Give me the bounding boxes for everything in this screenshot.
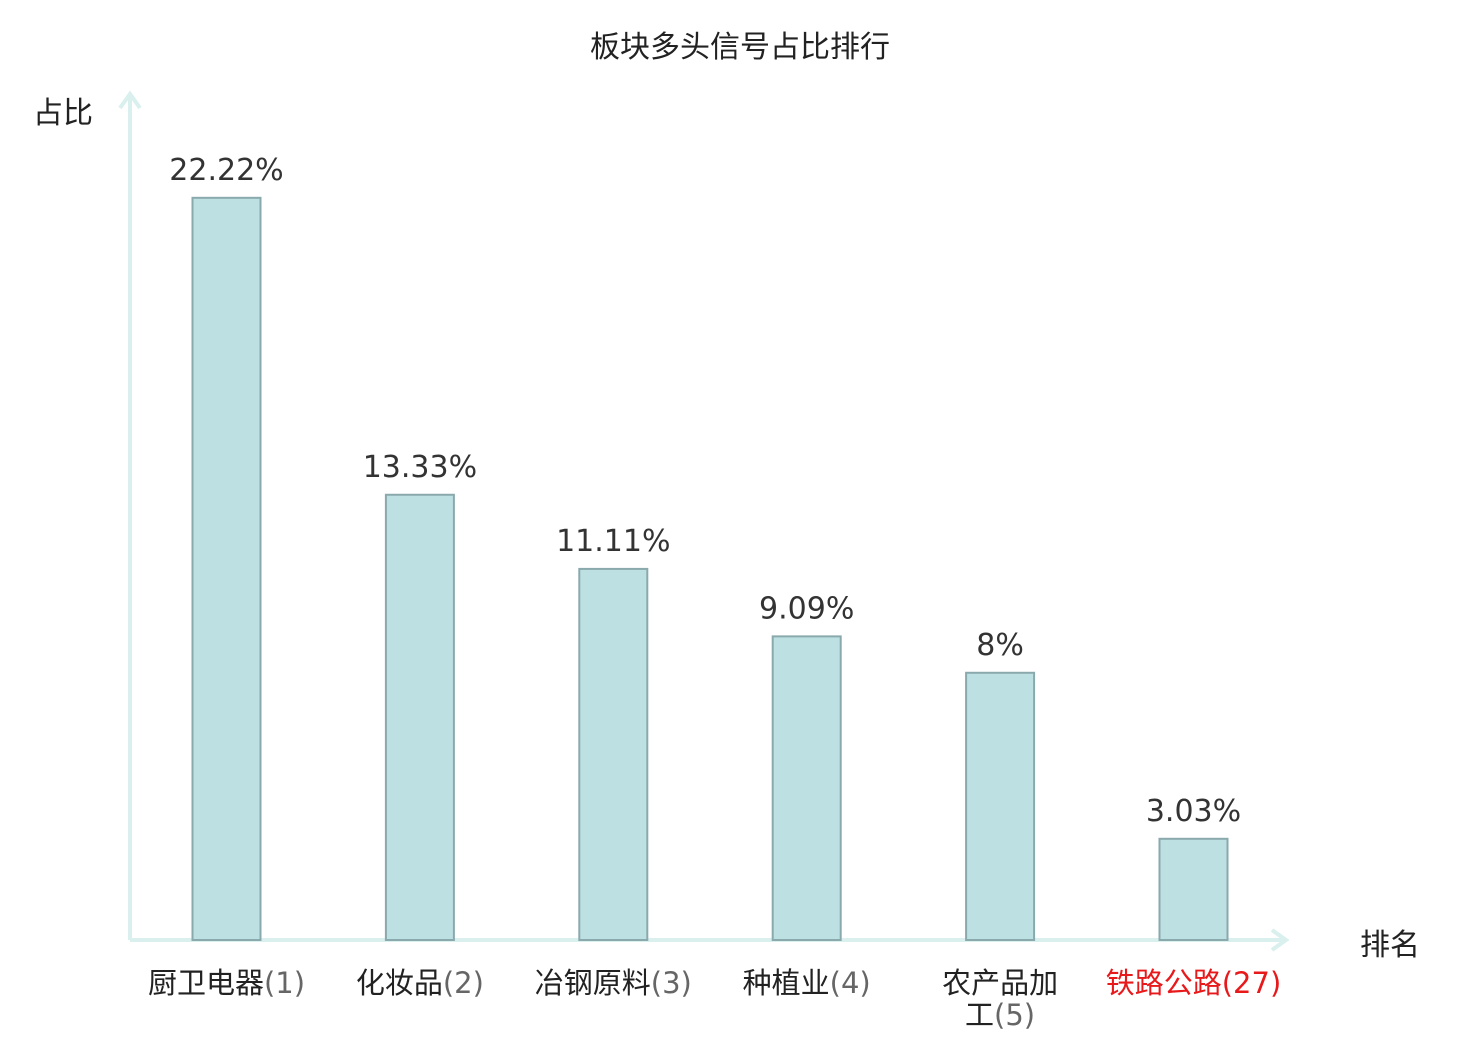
value-label: 22.22% [169,153,283,188]
x-axis-label: 排名 [1360,928,1420,963]
category-name: 铁路公路 [1105,966,1222,1000]
category-label: 农产品加工(5) [930,967,1070,1031]
y-axis-label: 占比 [33,96,93,131]
value-label: 8% [976,628,1024,663]
y-axis-arrow [118,90,142,110]
category-name: 化妆品 [355,966,443,1000]
category-name: 农产品加工 [942,966,1059,1032]
category-rank: (27) [1221,966,1282,1000]
category-name: 冶钢原料 [534,966,651,1000]
category-label: 厨卫电器(1) [132,967,322,999]
value-label: 13.33% [363,450,477,485]
x-axis-arrow [1270,928,1290,952]
value-label: 9.09% [759,591,854,626]
category-rank: (3) [650,966,692,1000]
value-label: 11.11% [556,524,670,559]
bar [191,196,262,942]
category-label: 铁路公路(27) [1099,967,1289,999]
chart-title: 板块多头信号占比排行 [590,30,890,65]
category-rank: (2) [442,966,484,1000]
category-label: 冶钢原料(3) [518,967,708,999]
bar [1158,837,1229,941]
category-name: 厨卫电器 [147,966,264,1000]
value-label: 3.03% [1146,794,1241,829]
bar [384,493,455,941]
category-rank: (4) [829,966,871,1000]
category-label: 化妆品(2) [325,967,515,999]
bar [578,567,649,941]
bar [965,671,1036,941]
bar [771,635,842,941]
category-label: 种植业(4) [712,967,902,999]
category-rank: (5) [994,998,1036,1032]
category-name: 种植业 [742,966,830,1000]
category-rank: (1) [263,966,306,1000]
